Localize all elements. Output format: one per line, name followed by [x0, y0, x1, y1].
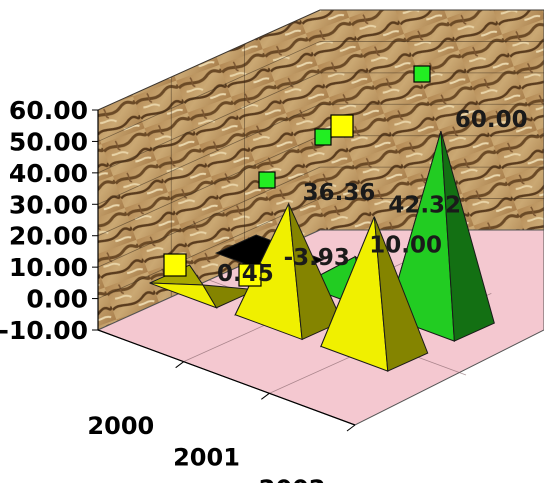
data-label: 60.00 [455, 107, 528, 133]
series-marker [314, 128, 332, 146]
series-marker [238, 263, 262, 287]
x-tick [261, 392, 270, 400]
pyramid-bar [386, 131, 495, 342]
wall-gridlines [97, 9, 544, 331]
x-category-label: 2001 [173, 444, 240, 472]
y-tick-label: 10.00 [9, 253, 88, 282]
y-tick-label: 30.00 [9, 190, 88, 219]
wall-gridline [97, 41, 321, 142]
data-label: 0.45 [217, 261, 274, 287]
wall-gridline [97, 9, 321, 111]
x-tick [175, 361, 184, 369]
x-category-labels: 2000 2001 2002 [87, 412, 325, 483]
wall-gridline [97, 166, 321, 268]
pyramid-face [373, 216, 429, 372]
data-label: 42.32 [388, 193, 461, 219]
wall-gridline [97, 135, 321, 237]
series-marker [258, 171, 276, 189]
y-axis [92, 109, 356, 432]
y-tick-label: 40.00 [9, 159, 88, 188]
y-tick-label: 60.00 [9, 96, 88, 125]
data-label: -3.93 [284, 245, 350, 271]
pyramid-marks [149, 131, 495, 372]
pyramid-bar [319, 216, 429, 372]
series-marker [163, 253, 187, 277]
data-labels: -3.93 10.00 60.00 0.45 36.36 42.32 [217, 107, 528, 287]
pyramid-face [288, 203, 343, 341]
data-label: 36.36 [303, 180, 376, 206]
x-tick [346, 424, 356, 432]
pyramid-face [440, 131, 495, 342]
y-tick-label: 0.00 [26, 285, 88, 314]
x-category-label: 2000 [87, 412, 154, 440]
series-marker [413, 65, 431, 83]
x-category-label: 2002 [259, 475, 326, 483]
pyramid-face [202, 284, 259, 309]
y-tick-label: 20.00 [9, 222, 88, 251]
legend-markers [163, 65, 431, 287]
wall-gridline [97, 72, 321, 174]
pyramid-bar [234, 201, 343, 341]
data-label: 10.00 [369, 233, 442, 259]
series-marker [330, 114, 354, 138]
wall-gridline [97, 103, 321, 205]
x-axis-line [97, 329, 356, 426]
y-tick-label: -10.00 [0, 316, 88, 345]
y-tick-label: 50.00 [9, 127, 88, 156]
